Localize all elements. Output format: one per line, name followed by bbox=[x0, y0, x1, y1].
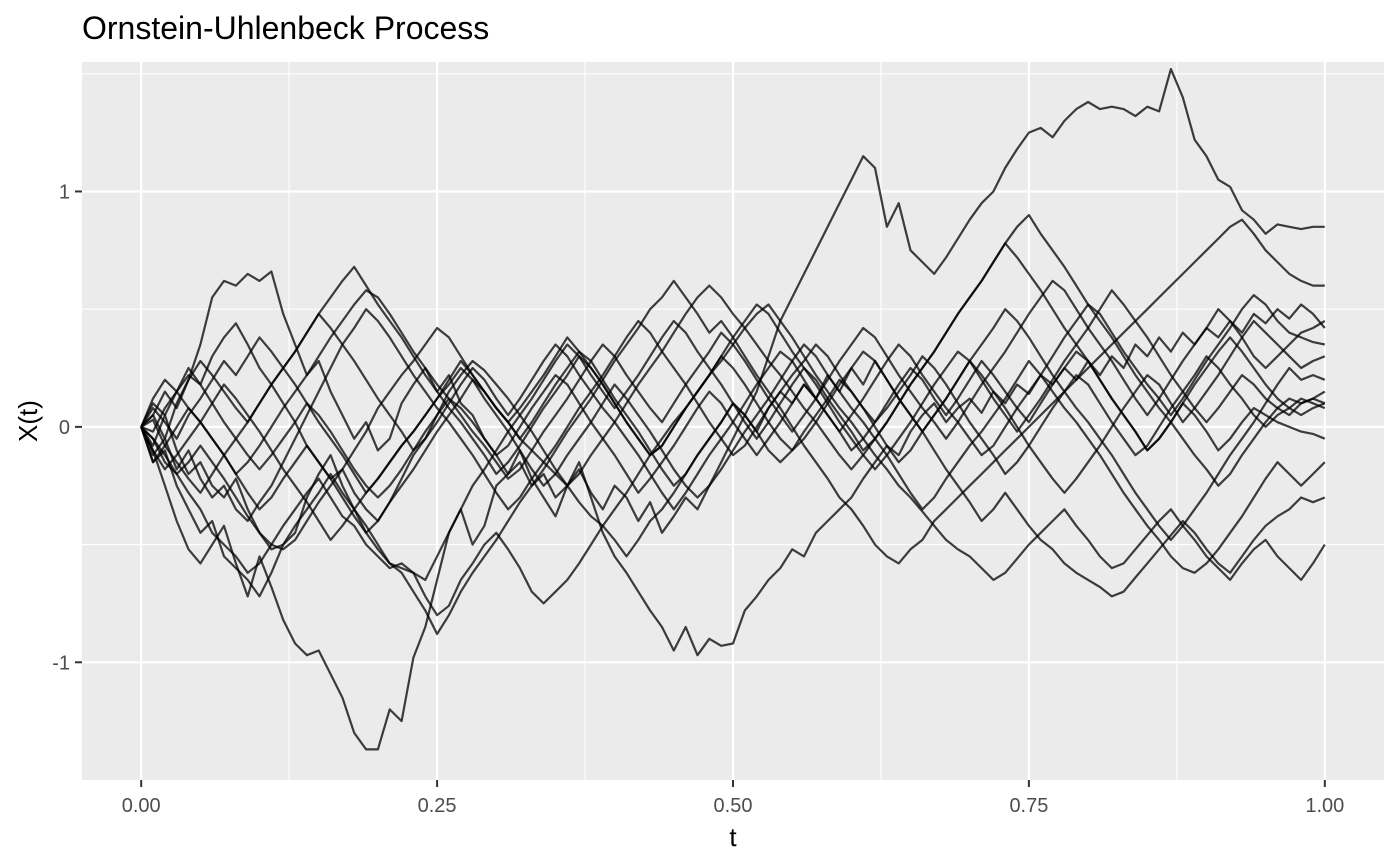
chart-title: Ornstein-Uhlenbeck Process bbox=[82, 10, 489, 46]
y-tick-label: -1 bbox=[52, 652, 70, 674]
x-axis-title: t bbox=[729, 822, 737, 852]
y-axis-title: X(t) bbox=[13, 400, 43, 442]
y-tick-label: 1 bbox=[59, 181, 70, 203]
series-line bbox=[140, 308, 1326, 541]
series-line bbox=[140, 350, 1326, 534]
x-tick-label: 0.00 bbox=[122, 795, 161, 817]
series-line bbox=[140, 279, 1326, 480]
series-layer bbox=[140, 68, 1326, 751]
series-line bbox=[140, 303, 1326, 751]
y-tick-label: 0 bbox=[59, 417, 70, 439]
series-line bbox=[140, 289, 1326, 494]
series-line bbox=[140, 213, 1326, 487]
series-line bbox=[140, 294, 1326, 511]
series-line bbox=[140, 265, 1326, 494]
series-line bbox=[140, 343, 1326, 574]
x-tick-label: 1.00 bbox=[1305, 795, 1344, 817]
y-axis: -1 0 1 bbox=[52, 181, 82, 674]
series-line bbox=[140, 68, 1325, 534]
x-axis: 0.00 0.25 0.50 0.75 1.00 bbox=[122, 780, 1344, 817]
x-tick-label: 0.50 bbox=[714, 795, 753, 817]
x-tick-label: 0.25 bbox=[418, 795, 457, 817]
x-tick-label: 0.75 bbox=[1009, 795, 1048, 817]
